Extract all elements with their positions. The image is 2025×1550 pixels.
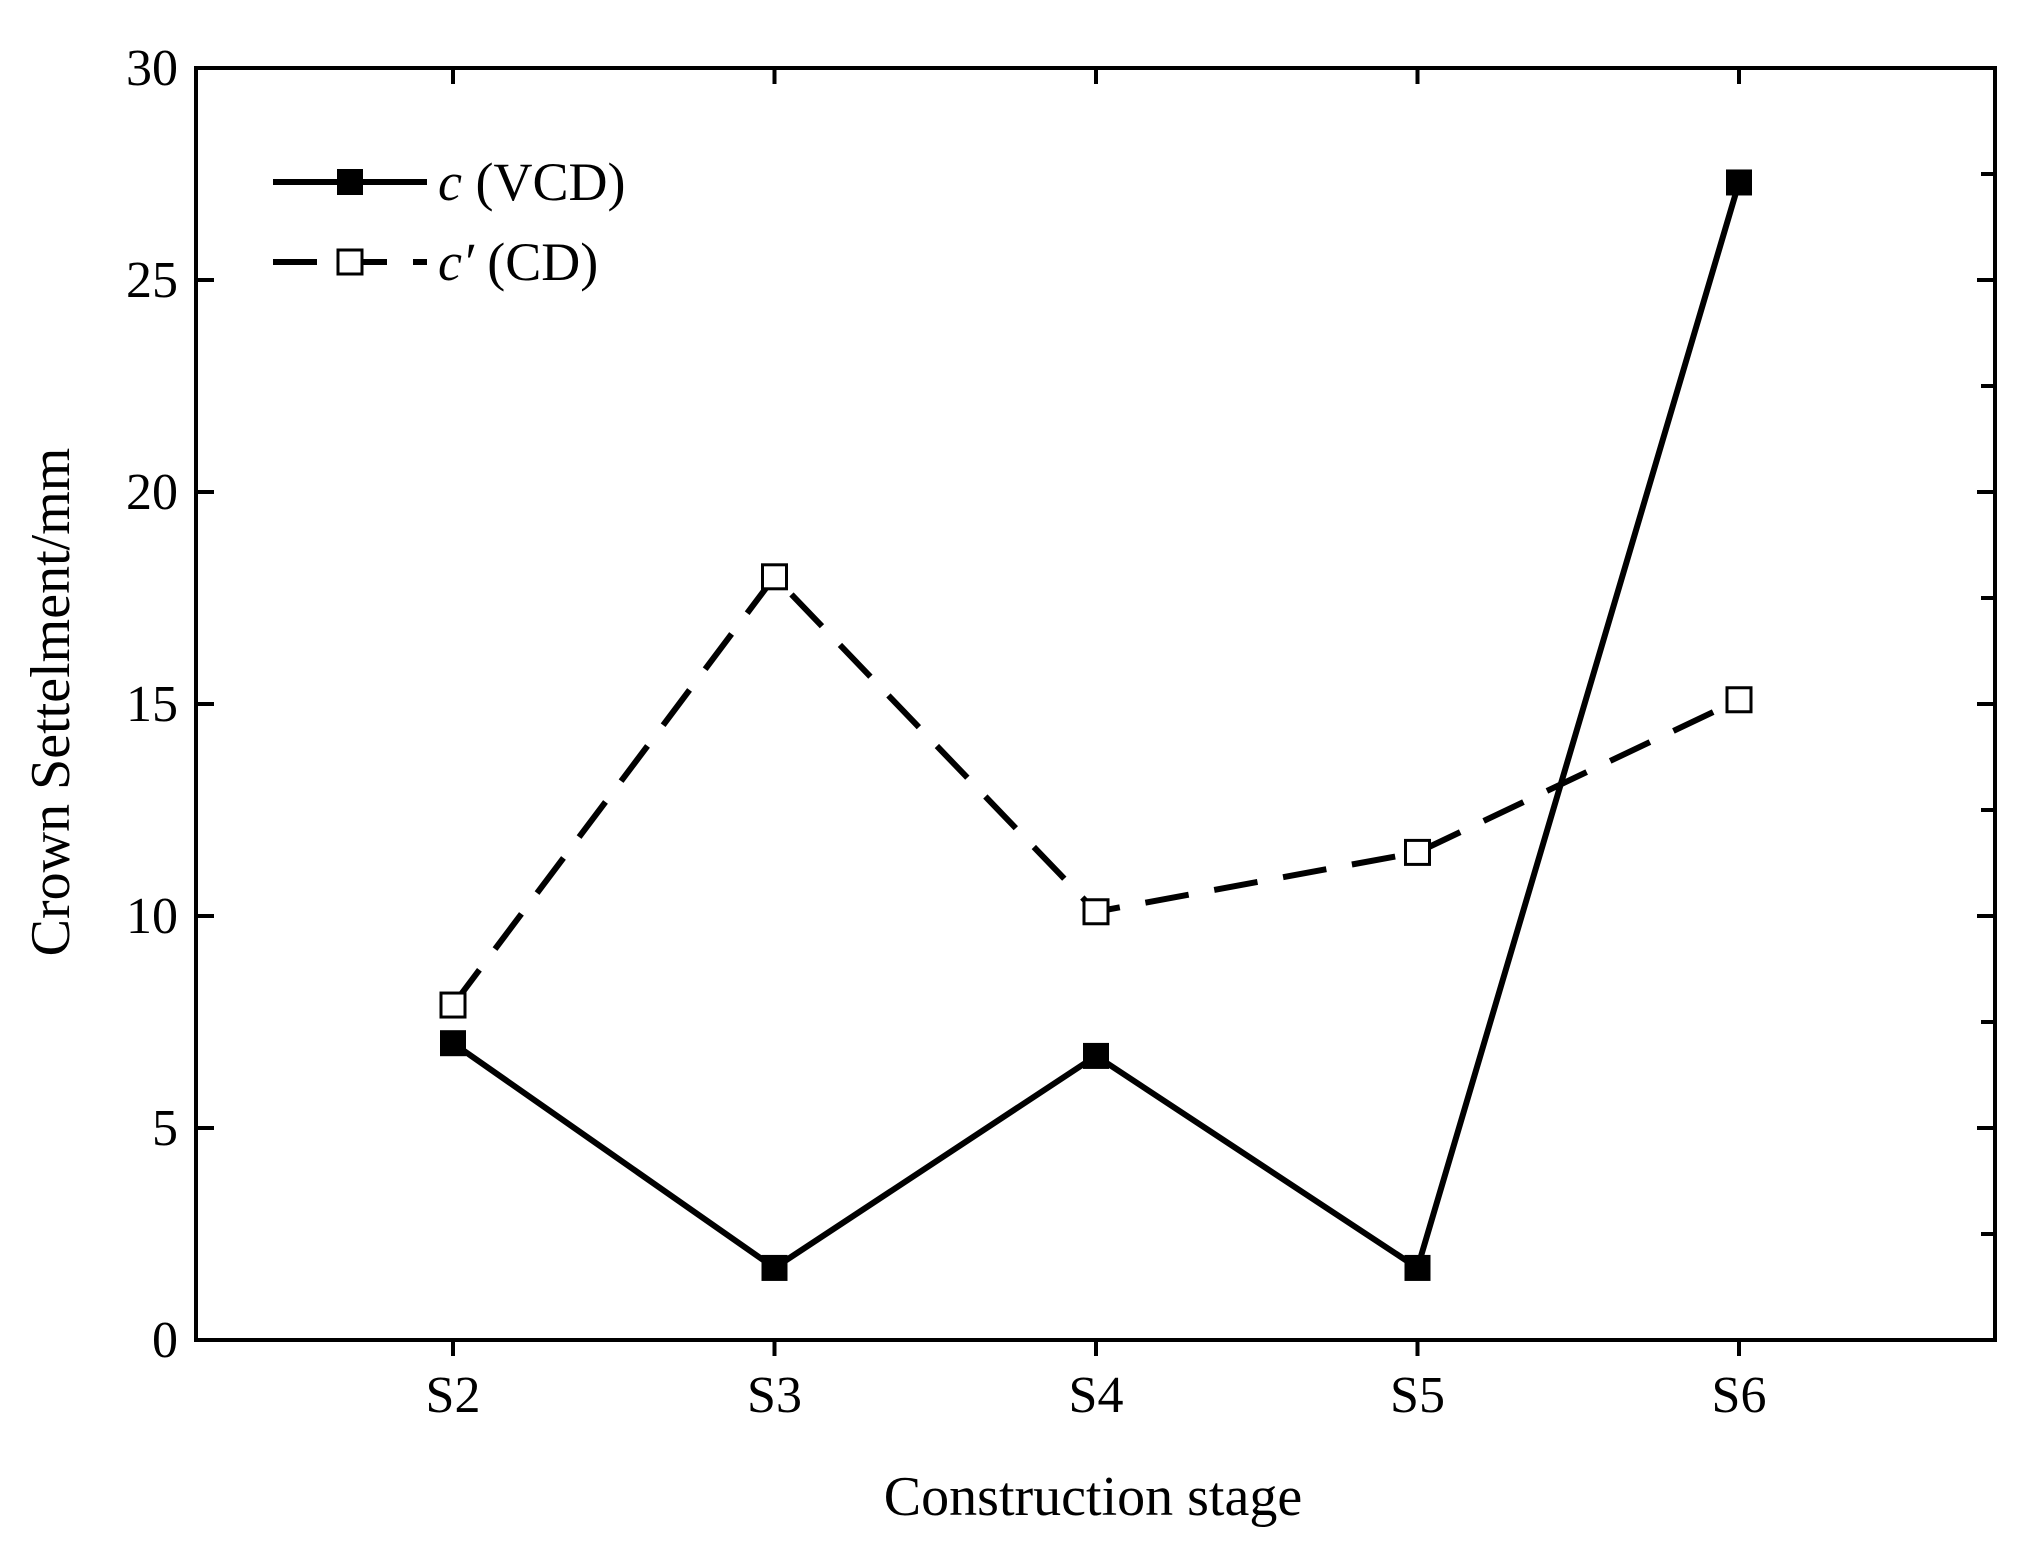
legend-marker-1 xyxy=(337,169,363,195)
x-axis-title: Construction stage xyxy=(884,1466,1302,1528)
data-point-series-2 xyxy=(1082,898,1110,926)
data-point-series-2 xyxy=(439,991,467,1019)
legend-symbol: c xyxy=(438,152,462,212)
x-tick-label: S3 xyxy=(747,1367,802,1424)
legend: c (VCD) c′ (CD) xyxy=(273,152,625,292)
x-tick-label: S4 xyxy=(1069,1367,1124,1424)
x-tick-label: S2 xyxy=(426,1367,481,1424)
data-point-series-1 xyxy=(440,1030,466,1057)
legend-series-label: (VCD) xyxy=(462,152,625,212)
data-point-series-1 xyxy=(1404,1254,1431,1281)
legend-label-1: c (VCD) xyxy=(438,152,625,212)
y-tick-label: 0 xyxy=(152,1312,178,1369)
y-tick-label: 20 xyxy=(126,464,178,521)
data-point-series-2 xyxy=(761,563,788,591)
legend-series-label: (CD) xyxy=(474,232,598,292)
legend-marker-2 xyxy=(336,248,364,276)
axis-ticks: 0 5 10 15 20 25 30 S2 S3 S4 S5 S6 xyxy=(126,40,1995,1424)
data-point-series-2 xyxy=(1725,686,1753,714)
series-lines xyxy=(450,181,1742,1273)
series-line-2 xyxy=(450,572,1741,1007)
y-tick-label: 25 xyxy=(126,252,178,309)
x-tick-label: S6 xyxy=(1712,1367,1767,1424)
series-line-1 xyxy=(451,181,1742,1273)
data-point-series-1 xyxy=(1726,169,1752,196)
y-tick-label: 15 xyxy=(126,676,178,733)
legend-label-2: c′ (CD) xyxy=(438,232,598,292)
data-point-series-1 xyxy=(1083,1042,1109,1069)
y-axis-title: Crown Settelment/mm xyxy=(20,448,82,957)
legend-symbol: c′ xyxy=(438,232,475,292)
y-tick-label: 5 xyxy=(152,1100,178,1157)
data-point-series-2 xyxy=(1404,838,1431,866)
x-tick-label: S5 xyxy=(1390,1367,1445,1424)
y-tick-label: 30 xyxy=(126,40,178,97)
series-markers xyxy=(439,169,1753,1281)
data-point-series-1 xyxy=(761,1254,788,1281)
y-tick-label: 10 xyxy=(126,888,178,945)
